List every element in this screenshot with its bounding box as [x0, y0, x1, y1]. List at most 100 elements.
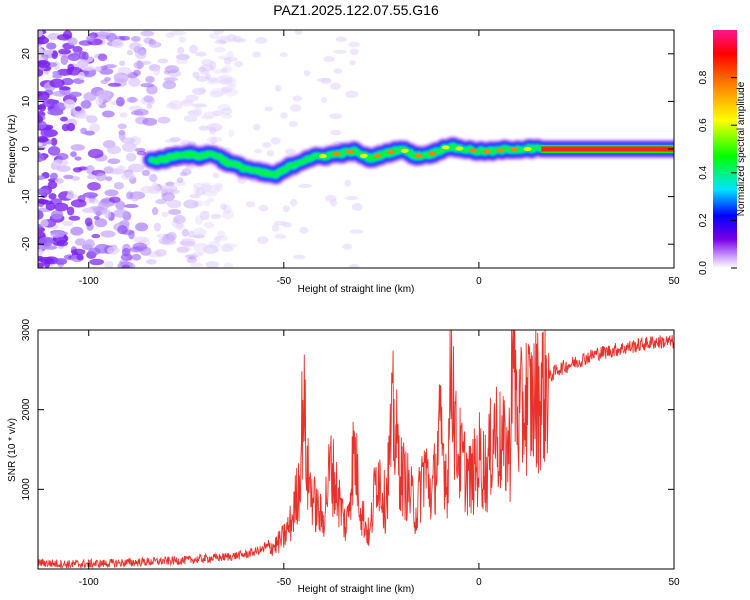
ridge-hotspot — [469, 148, 478, 153]
noise-blob — [298, 183, 312, 189]
noise-blob — [201, 58, 213, 67]
noise-blob — [214, 183, 224, 188]
noise-blob — [52, 159, 69, 167]
spectrogram-x-label: Height of straight line (km) — [298, 284, 415, 295]
noise-blob — [187, 230, 195, 238]
noise-blob — [117, 225, 128, 235]
noise-blob — [70, 151, 77, 158]
spectrogram-y-tick-label: -20 — [21, 237, 32, 252]
noise-blob — [38, 262, 45, 268]
noise-blob — [264, 106, 273, 112]
noise-blob — [54, 202, 69, 212]
noise-blob — [195, 75, 209, 82]
noise-blob — [218, 74, 234, 85]
noise-blob — [292, 95, 302, 102]
noise-blob — [344, 179, 351, 187]
noise-blob — [214, 235, 228, 242]
snr-panel: -100 -50 0 50 1000 2000 3000 Height of straig… — [7, 318, 680, 595]
noise-blob — [126, 96, 139, 103]
noise-blob — [101, 199, 111, 204]
noise-blob — [187, 110, 196, 116]
snr-x-tick-label: -50 — [277, 577, 292, 588]
noise-blob — [86, 174, 97, 180]
noise-blob — [320, 77, 332, 85]
noise-blob — [67, 63, 75, 72]
noise-blob — [299, 226, 309, 234]
noise-blob — [80, 100, 92, 109]
noise-blob — [221, 107, 233, 115]
noise-blob — [72, 46, 83, 53]
noise-blob — [154, 249, 167, 257]
noise-blob — [215, 184, 223, 193]
noise-blob — [68, 91, 82, 97]
noise-blob — [151, 207, 159, 216]
noise-blob — [349, 48, 359, 56]
noise-blob — [222, 77, 233, 84]
noise-blob — [143, 95, 154, 103]
noise-blob — [288, 121, 299, 128]
snr-y-tick-label: 3000 — [21, 318, 32, 341]
noise-blob — [161, 211, 169, 218]
noise-blob — [258, 204, 269, 212]
noise-blob — [208, 32, 219, 39]
noise-blob — [303, 70, 311, 77]
noise-blob — [107, 82, 122, 87]
noise-blob — [189, 44, 198, 54]
noise-blob — [107, 158, 121, 165]
noise-blob — [197, 67, 206, 72]
noise-blob — [104, 189, 119, 197]
noise-blob — [104, 76, 111, 82]
noise-blob — [51, 210, 64, 220]
noise-blob — [153, 67, 161, 76]
noise-blob — [222, 65, 233, 74]
noise-blob — [113, 72, 130, 83]
noise-blob — [74, 156, 82, 161]
noise-blob — [321, 96, 328, 103]
noise-blob — [349, 229, 364, 234]
noise-blob — [205, 260, 220, 268]
noise-blob — [342, 243, 352, 250]
noise-blob — [333, 68, 343, 74]
noise-blob — [47, 180, 58, 190]
colorbar-label: Normalized spectral amplitude — [736, 81, 747, 216]
noise-blob — [94, 66, 102, 72]
noise-blob — [38, 188, 50, 196]
noise-blob — [185, 94, 199, 102]
noise-blob — [63, 174, 74, 180]
noise-blob — [193, 200, 204, 207]
noise-blob — [185, 199, 195, 207]
noise-blob — [54, 102, 66, 112]
noise-blob — [329, 129, 342, 136]
ridge-hotspot — [318, 154, 327, 159]
noise-blob — [193, 242, 210, 253]
noise-blob — [163, 76, 179, 82]
noise-blob — [199, 69, 210, 75]
noise-blob — [38, 103, 47, 112]
noise-blob — [166, 103, 177, 109]
noise-blob — [106, 246, 120, 255]
ridge-hotspot — [332, 152, 341, 157]
noise-blob — [95, 172, 107, 182]
noise-blob — [206, 136, 223, 143]
noise-blob — [176, 220, 184, 229]
noise-blob — [203, 200, 211, 207]
noise-blob — [113, 181, 125, 190]
noise-blob — [175, 57, 188, 65]
noise-blob — [222, 205, 232, 214]
noise-blob — [166, 199, 182, 209]
ridge-hotspot — [400, 148, 409, 153]
noise-blob — [106, 145, 122, 155]
noise-blob — [97, 53, 108, 62]
noise-blob — [67, 53, 81, 62]
spectrogram-y-label: Frequency (Hz) — [7, 115, 18, 184]
noise-blob — [84, 238, 95, 249]
noise-blob — [213, 69, 223, 75]
noise-blob — [94, 31, 110, 37]
noise-blob — [78, 71, 85, 81]
noise-blob — [180, 100, 195, 107]
snr-x-tick-label: 50 — [668, 577, 680, 588]
spectrogram-x-tick-label: -50 — [277, 276, 292, 287]
noise-blob — [145, 75, 155, 84]
noise-blob — [210, 213, 222, 220]
noise-blob — [220, 67, 228, 74]
